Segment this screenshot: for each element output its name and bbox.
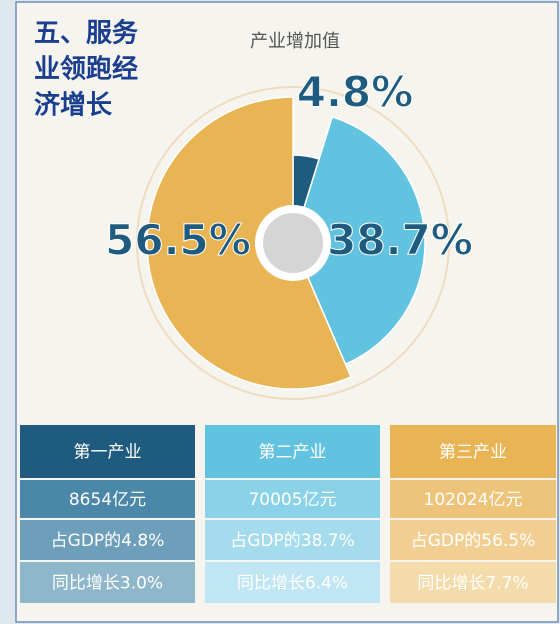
pie-slice bbox=[146, 96, 352, 390]
table-value: 同比增长7.7% bbox=[417, 574, 528, 594]
table-cell bbox=[205, 520, 380, 560]
table-cell bbox=[205, 562, 380, 603]
data-label: 4.8% bbox=[297, 68, 413, 117]
table-cell bbox=[20, 520, 195, 560]
table-value: 70005亿元 bbox=[248, 490, 336, 510]
table-cell bbox=[390, 480, 556, 518]
heading: 五、服务 bbox=[34, 19, 138, 49]
center-dot bbox=[263, 213, 323, 273]
table-cell bbox=[390, 562, 556, 603]
data-label: 38.7% bbox=[327, 216, 473, 265]
table-value: 占GDP的4.8% bbox=[51, 531, 165, 551]
table-cell bbox=[205, 480, 380, 518]
table-value: 占GDP的56.5% bbox=[411, 531, 536, 551]
heading: 济增长 bbox=[34, 90, 113, 121]
table-cell bbox=[20, 562, 195, 603]
table-value: 8654亿元 bbox=[69, 490, 146, 510]
data-label: 56.5% bbox=[105, 216, 251, 265]
table-cell bbox=[390, 520, 556, 560]
table-value: 102024亿元 bbox=[424, 490, 523, 510]
table-value: 占GDP的38.7% bbox=[230, 531, 355, 551]
table-cell bbox=[20, 425, 195, 478]
table-header: 第三产业 bbox=[439, 443, 507, 463]
table-cell bbox=[205, 425, 380, 478]
outer-ring bbox=[136, 86, 450, 400]
table-value: 同比增长6.4% bbox=[237, 574, 348, 594]
table-cell bbox=[390, 425, 556, 478]
pie-slice bbox=[292, 116, 426, 366]
table-value: 同比增长3.0% bbox=[52, 574, 163, 594]
chart-title: 产业增加值 bbox=[250, 31, 340, 52]
table-header: 第二产业 bbox=[259, 443, 327, 463]
table-header: 第一产业 bbox=[74, 443, 142, 463]
heading: 业领跑经 bbox=[34, 54, 138, 85]
table-cell bbox=[20, 480, 195, 518]
